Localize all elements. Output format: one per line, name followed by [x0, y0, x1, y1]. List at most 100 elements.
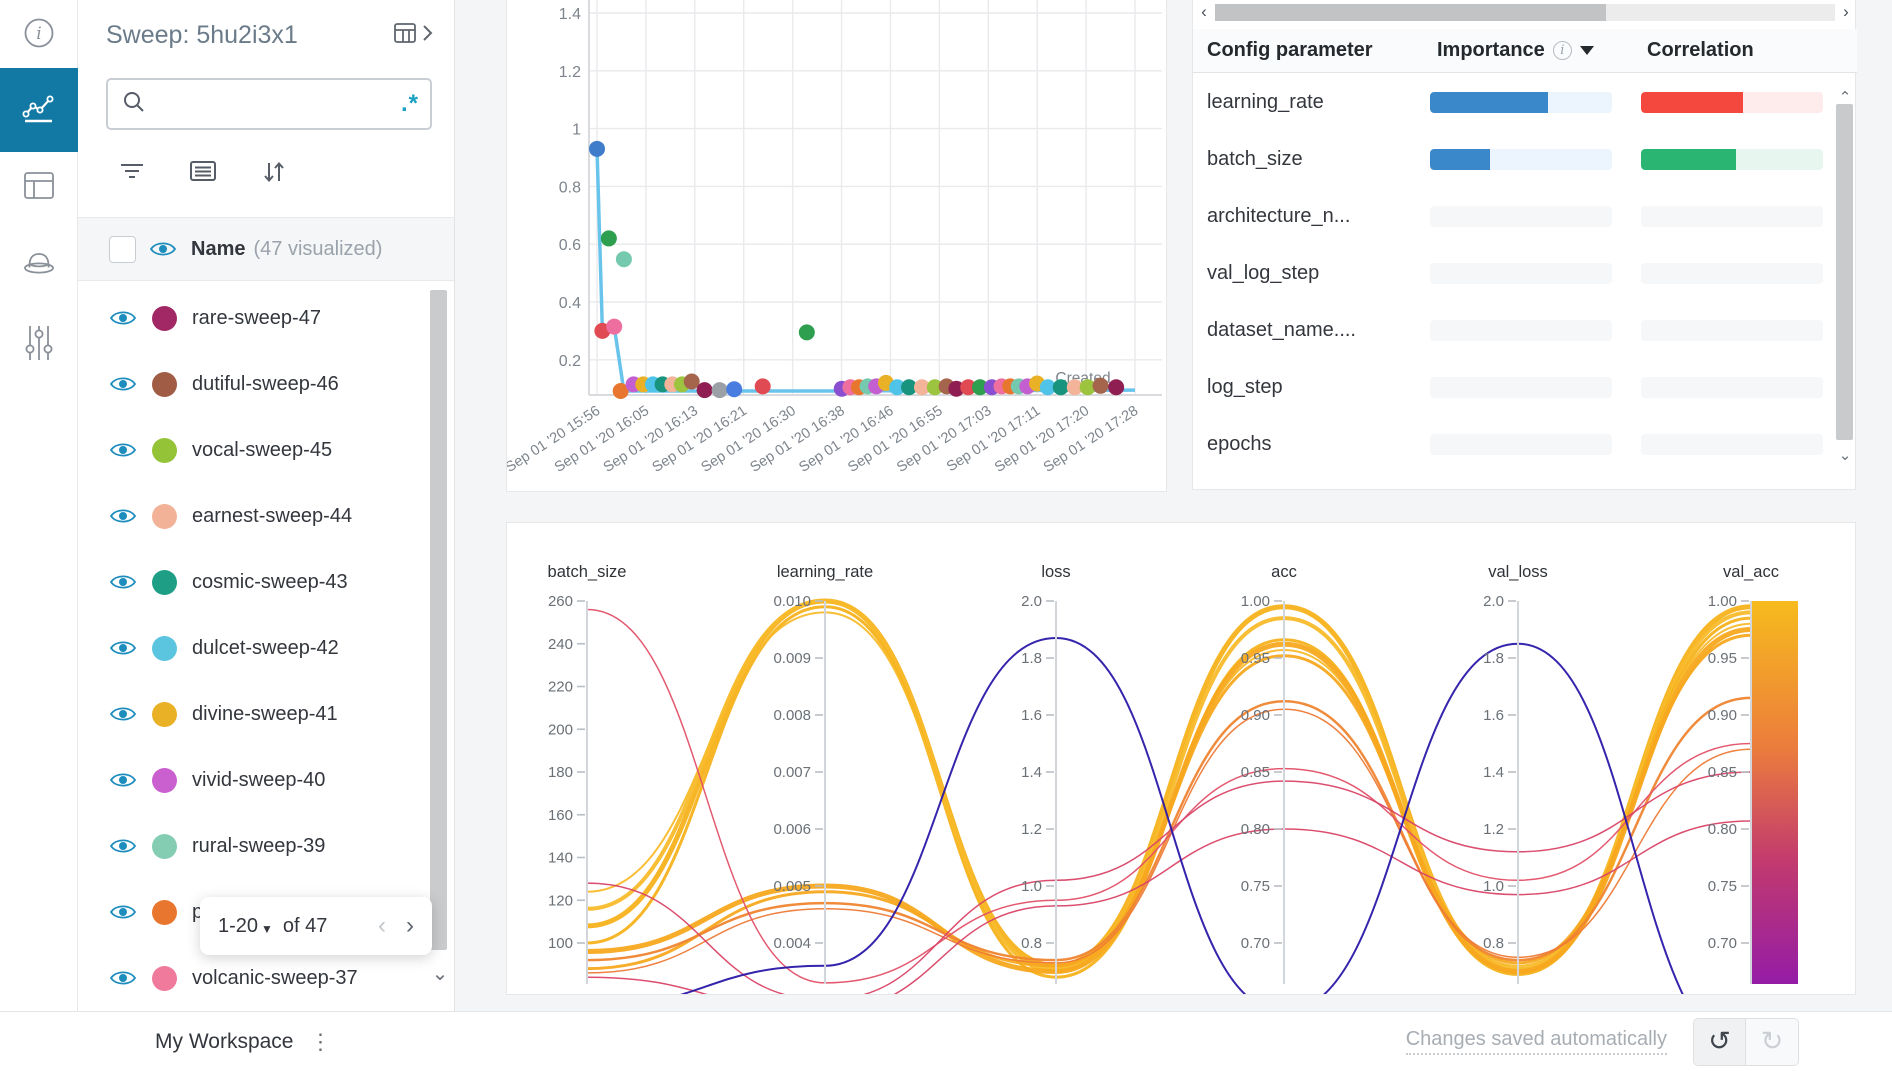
svg-text:1.8: 1.8 — [1483, 650, 1504, 667]
run-row[interactable]: earnest-sweep-44 — [78, 483, 454, 549]
run-name[interactable]: volcanic-sweep-37 — [192, 967, 358, 990]
param-row[interactable]: learning_rate — [1193, 74, 1833, 131]
kebab-menu-icon[interactable]: ⋮ — [309, 1035, 331, 1049]
correlation-column-label[interactable]: Correlation — [1647, 39, 1754, 62]
name-column-label[interactable]: Name — [191, 238, 245, 261]
svg-text:1.00: 1.00 — [1708, 593, 1737, 610]
run-color-dot — [152, 438, 177, 463]
parallel-coordinates-chart[interactable]: batch_size260240220200180160140120100lea… — [507, 523, 1855, 994]
visibility-eye-icon[interactable] — [109, 902, 137, 922]
run-name[interactable]: rural-sweep-39 — [192, 835, 325, 858]
run-row[interactable]: dulcet-sweep-42 — [78, 615, 454, 681]
select-all-checkbox[interactable] — [109, 236, 136, 263]
regex-toggle[interactable]: .* — [401, 99, 419, 109]
redo-button[interactable]: ↻ — [1746, 1019, 1798, 1065]
importance-bar — [1430, 434, 1612, 455]
svg-text:240: 240 — [548, 636, 573, 653]
visibility-eye-icon[interactable] — [109, 770, 137, 790]
run-name[interactable]: vivid-sweep-40 — [192, 769, 325, 792]
importance-bar — [1430, 263, 1612, 284]
param-row[interactable]: dataset_name.... — [1193, 302, 1833, 359]
svg-text:0.009: 0.009 — [773, 650, 811, 667]
nav-item-panels[interactable] — [0, 68, 78, 152]
visibility-eye-icon[interactable] — [109, 836, 137, 856]
visibility-eye-icon[interactable] — [109, 704, 137, 724]
run-row[interactable]: dutiful-sweep-46 — [78, 351, 454, 417]
sweep-title: Sweep: 5hu2i3x1 — [106, 21, 392, 50]
config-parameter-column-label[interactable]: Config parameter — [1207, 39, 1437, 62]
sort-desc-icon[interactable] — [1580, 46, 1594, 55]
svg-text:1.6: 1.6 — [1483, 707, 1504, 724]
importance-bar — [1430, 320, 1612, 341]
param-row[interactable]: architecture_n... — [1193, 188, 1833, 245]
info-icon[interactable]: i — [1553, 41, 1572, 60]
controls-icon — [20, 322, 58, 369]
svg-text:0.70: 0.70 — [1708, 935, 1737, 952]
param-row[interactable]: epochs — [1193, 416, 1833, 473]
next-page-button[interactable]: › — [406, 912, 414, 940]
visibility-eye-icon[interactable] — [109, 968, 137, 988]
svg-text:100: 100 — [548, 935, 573, 952]
sort-icon[interactable] — [260, 158, 288, 191]
wandb-sweep-workspace: i Sweep: 5hu2i3x1 — [0, 0, 1892, 1071]
scroll-left-chevron-icon[interactable]: ‹ — [1193, 3, 1215, 21]
prev-page-button[interactable]: ‹ — [378, 912, 386, 940]
run-color-dot — [152, 900, 177, 925]
runs-over-time-chart[interactable]: 1.41.210.80.60.40.2Sep 01 '20 15:56Sep 0… — [507, 0, 1168, 493]
scroll-down-chevron-icon[interactable]: ⌄ — [430, 958, 450, 988]
visibility-all-eye-icon[interactable] — [149, 239, 177, 259]
run-name[interactable]: dulcet-sweep-42 — [192, 637, 339, 660]
scroll-down-chevron-icon[interactable]: ⌄ — [1834, 446, 1856, 468]
nav-item-overview[interactable]: i — [0, 10, 78, 60]
nav-item-table[interactable] — [0, 166, 78, 210]
page-range-select[interactable]: 1-20 — [218, 915, 258, 938]
param-row[interactable]: log_step — [1193, 359, 1833, 416]
importance-column-label[interactable]: Importance — [1437, 39, 1545, 62]
run-name[interactable]: cosmic-sweep-43 — [192, 571, 348, 594]
run-name[interactable]: rare-sweep-47 — [192, 307, 321, 330]
importance-hscrollbar: ‹ › — [1193, 3, 1857, 21]
workspace-name[interactable]: My Workspace — [155, 1030, 293, 1054]
run-row[interactable]: vivid-sweep-40 — [78, 747, 454, 813]
run-name[interactable]: vocal-sweep-45 — [192, 439, 332, 462]
svg-text:1.2: 1.2 — [559, 64, 581, 81]
run-search-input[interactable] — [156, 93, 401, 115]
run-color-dot — [152, 504, 177, 529]
param-row[interactable]: val_log_step — [1193, 245, 1833, 302]
nav-item-controls[interactable] — [0, 322, 78, 368]
run-name[interactable]: divine-sweep-41 — [192, 703, 338, 726]
columns-icon[interactable] — [188, 158, 218, 191]
correlation-bar — [1641, 206, 1823, 227]
run-row[interactable]: divine-sweep-41 — [78, 681, 454, 747]
hscroll-track[interactable] — [1215, 4, 1835, 21]
param-row[interactable]: batch_size — [1193, 131, 1833, 188]
visibility-eye-icon[interactable] — [109, 572, 137, 592]
svg-text:0.8: 0.8 — [1021, 935, 1042, 952]
run-name[interactable]: dutiful-sweep-46 — [192, 373, 339, 396]
svg-text:0.80: 0.80 — [1708, 821, 1737, 838]
hscroll-thumb[interactable] — [1215, 4, 1606, 21]
run-row[interactable]: rare-sweep-47 — [78, 285, 454, 351]
visibility-eye-icon[interactable] — [109, 638, 137, 658]
svg-text:0.005: 0.005 — [773, 878, 811, 895]
visibility-eye-icon[interactable] — [109, 308, 137, 328]
run-row[interactable]: rural-sweep-39 — [78, 813, 454, 879]
scroll-right-chevron-icon[interactable]: › — [1835, 3, 1857, 21]
run-row[interactable]: vocal-sweep-45 — [78, 417, 454, 483]
svg-text:1.6: 1.6 — [1021, 707, 1042, 724]
visibility-eye-icon[interactable] — [109, 506, 137, 526]
svg-text:180: 180 — [548, 764, 573, 781]
undo-button[interactable]: ↺ — [1694, 1019, 1746, 1065]
created-scatter-panel: 1.41.210.80.60.40.2Sep 01 '20 15:56Sep 0… — [506, 0, 1167, 492]
correlation-bar — [1641, 434, 1823, 455]
run-name[interactable]: earnest-sweep-44 — [192, 505, 352, 528]
visibility-eye-icon[interactable] — [109, 440, 137, 460]
open-runs-table-button[interactable] — [392, 20, 434, 51]
svg-text:0.75: 0.75 — [1708, 878, 1737, 895]
visibility-eye-icon[interactable] — [109, 374, 137, 394]
importance-vscrollbar-thumb[interactable] — [1836, 104, 1853, 440]
filter-icon[interactable] — [118, 158, 146, 191]
run-list-scrollbar-thumb[interactable] — [430, 290, 447, 950]
run-row[interactable]: cosmic-sweep-43 — [78, 549, 454, 615]
nav-item-sweep[interactable] — [0, 242, 78, 286]
